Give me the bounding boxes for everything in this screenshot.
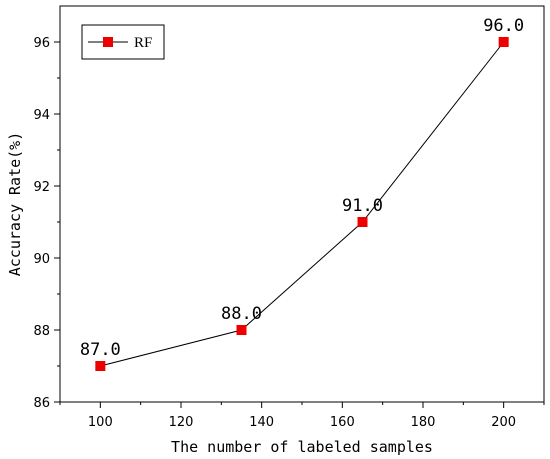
data-point [95, 361, 106, 371]
series-line-rf [100, 41, 505, 367]
x-tick-label: 100 [88, 415, 113, 430]
y-axis: 86 88 90 92 94 96 [33, 36, 60, 411]
x-tick-label: 120 [169, 415, 194, 430]
data-label: 87.0 [80, 340, 121, 360]
plot-frame [59, 5, 545, 403]
y-tick-label: 92 [33, 180, 50, 195]
x-tick-label: 180 [411, 415, 436, 430]
legend-label-rf: RF [134, 35, 152, 51]
x-tick-label: 140 [249, 415, 274, 430]
data-label: 91.0 [342, 196, 383, 216]
y-tick-label: 96 [33, 36, 50, 51]
y-tick-label: 86 [33, 396, 50, 411]
x-axis: 100 120 140 160 180 200 [59, 402, 545, 430]
data-label: 96.0 [483, 16, 524, 36]
data-point [236, 325, 247, 335]
y-tick-label: 90 [33, 252, 50, 267]
series-layer: 87.0 88.0 91.0 96.0 [80, 16, 524, 371]
legend-marker-rf [103, 37, 113, 47]
data-label: 88.0 [221, 304, 262, 324]
legend: RF [81, 24, 165, 60]
x-tick-label: 160 [330, 415, 355, 430]
data-point [357, 217, 368, 227]
y-tick-label: 88 [33, 324, 50, 339]
y-axis-title: Accuracy Rate(%) [6, 132, 24, 277]
x-axis-title: The number of labeled samples [171, 438, 433, 456]
data-point [498, 37, 509, 47]
x-tick-label: 200 [491, 415, 516, 430]
y-tick-label: 94 [33, 108, 50, 123]
